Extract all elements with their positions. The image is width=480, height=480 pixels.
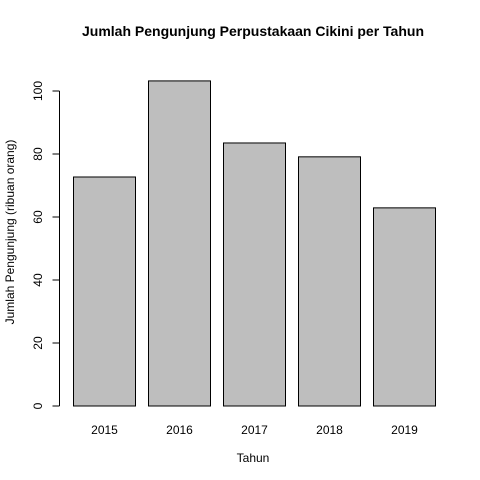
x-axis-label: Tahun [237,451,270,465]
y-tick-label-60: 60 [31,210,45,224]
y-tick-label-40: 40 [31,273,45,287]
y-tick-label-100: 100 [31,81,45,101]
chart-title: Jumlah Pengunjung Perpustakaan Cikini pe… [82,23,424,39]
x-tick-label-2018: 2018 [316,423,343,437]
bar-2015 [73,176,136,407]
bar-2019 [373,207,436,407]
y-axis: 0 20 40 60 80 100 [31,81,60,409]
y-tick-label-20: 20 [31,336,45,350]
bar-2018 [298,156,361,407]
bar-2016 [148,80,211,407]
x-tick-label-2015: 2015 [91,423,118,437]
y-tick-label-0: 0 [31,402,45,409]
x-tick-label-2016: 2016 [166,423,193,437]
y-axis-label: Jumlah Pengunjung (ribuan orang) [3,140,17,325]
bars-group [73,80,436,407]
x-tick-labels: 2015 2016 2017 2018 2019 [91,423,418,437]
y-tick-label-80: 80 [31,147,45,161]
bar-2017 [223,142,286,407]
x-tick-label-2017: 2017 [241,423,268,437]
x-tick-label-2019: 2019 [391,423,418,437]
